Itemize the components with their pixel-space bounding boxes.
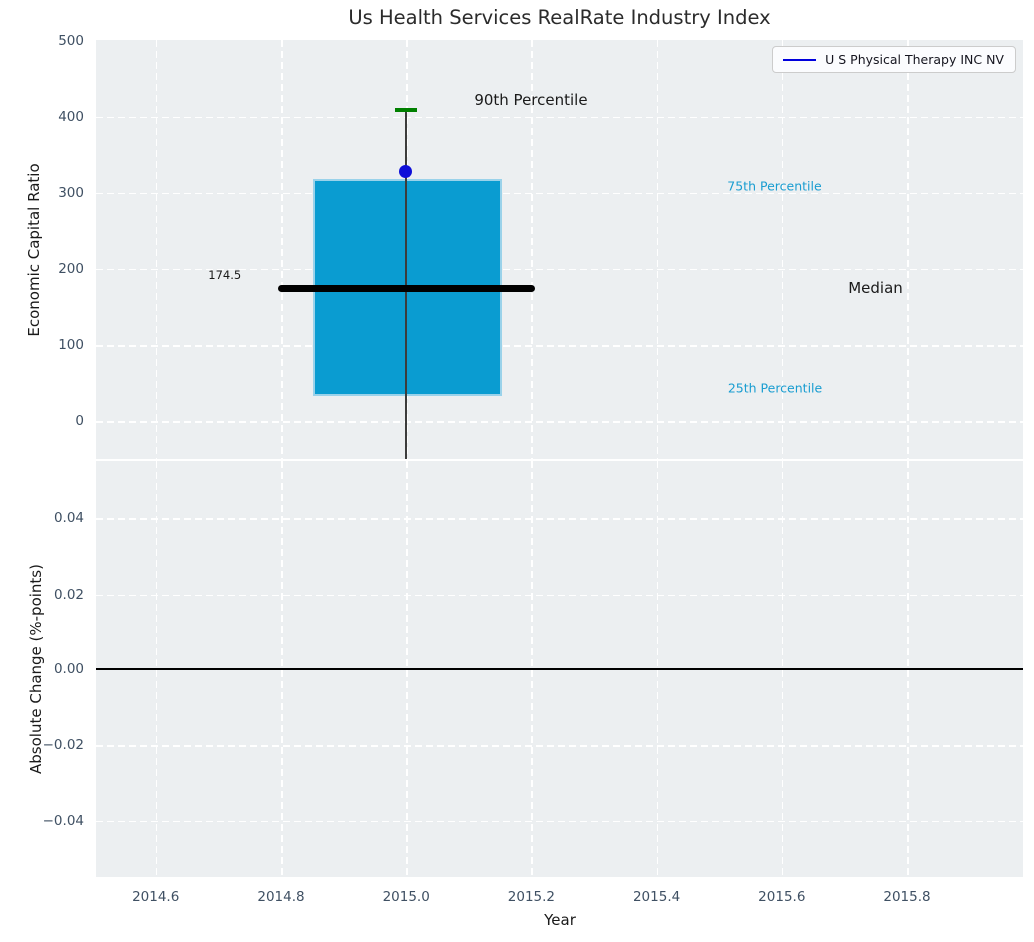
ytick-300: 300 — [58, 184, 84, 201]
xtick-2015.6: 2015.6 — [758, 889, 806, 905]
ytick-0.02: 0.02 — [53, 586, 84, 603]
axes-absolute-change — [96, 461, 1023, 877]
ytick-400: 400 — [58, 108, 84, 125]
gridline-h-0 — [96, 420, 1023, 423]
gridline-h-0.04 — [96, 518, 1023, 520]
ylabel-absolute-change: Absolute Change (%-points) — [27, 564, 45, 774]
legend: U S Physical Therapy INC NV — [772, 46, 1016, 73]
gridline-v-2014.8 — [281, 40, 283, 459]
xtick-2015.0: 2015.0 — [382, 889, 430, 905]
xlabel-year: Year — [544, 911, 576, 929]
gridline-h--0.02 — [96, 745, 1023, 747]
chart-title: Us Health Services RealRate Industry Ind… — [348, 6, 771, 29]
xtick-2015.2: 2015.2 — [507, 889, 556, 905]
ytick-100: 100 — [58, 336, 84, 353]
zero-change-line — [96, 668, 1023, 670]
company-marker-dot — [399, 165, 413, 179]
annotation-25th-percentile: 25th Percentile — [727, 380, 823, 396]
annotation-75th-percentile: 75th Percentile — [727, 178, 822, 194]
boxplot-median-line — [277, 285, 535, 293]
xtick-2014.6: 2014.6 — [132, 889, 180, 905]
gridline-h-0.02 — [96, 594, 1023, 597]
ytick--0.04: −0.04 — [42, 812, 84, 829]
gridline-v-2015.4 — [656, 40, 659, 459]
xtick-2015.4: 2015.4 — [632, 889, 681, 905]
boxplot-90th-cap — [394, 107, 417, 112]
gridline-h--0.04 — [96, 820, 1023, 823]
legend-label: U S Physical Therapy INC NV — [825, 52, 1004, 67]
gridline-v-2015.6 — [781, 40, 784, 459]
xtick-2014.8: 2014.8 — [257, 889, 305, 905]
axes-economic-capital-ratio: 90th Percentile 75th Percentile Median 1… — [96, 40, 1023, 459]
gridline-h-400 — [96, 116, 1023, 119]
legend-line-sample — [783, 58, 817, 61]
xtick-2015.8: 2015.8 — [883, 889, 931, 905]
annotation-median-value: 174.5 — [208, 267, 242, 282]
annotation-90th-percentile: 90th Percentile — [474, 91, 588, 109]
ylabel-economic-capital-ratio: Economic Capital Ratio — [25, 163, 43, 337]
ytick-500: 500 — [58, 32, 84, 49]
annotation-median: Median — [848, 278, 903, 297]
gridline-h-200 — [96, 268, 1023, 271]
ytick-200: 200 — [58, 260, 84, 277]
gridline-v-2015.2 — [531, 40, 533, 459]
ytick--0.02: −0.02 — [42, 737, 84, 753]
gridline-h-300 — [96, 192, 1023, 195]
boxplot-whisker-line — [404, 109, 407, 459]
ytick-0.00: 0.00 — [53, 661, 84, 678]
gridline-v-2015.8 — [907, 40, 909, 459]
ytick-0.04: 0.04 — [53, 510, 84, 527]
ytick-0: 0 — [75, 413, 84, 429]
gridline-h-100 — [96, 344, 1023, 347]
gridline-v-2014.6 — [155, 40, 158, 459]
